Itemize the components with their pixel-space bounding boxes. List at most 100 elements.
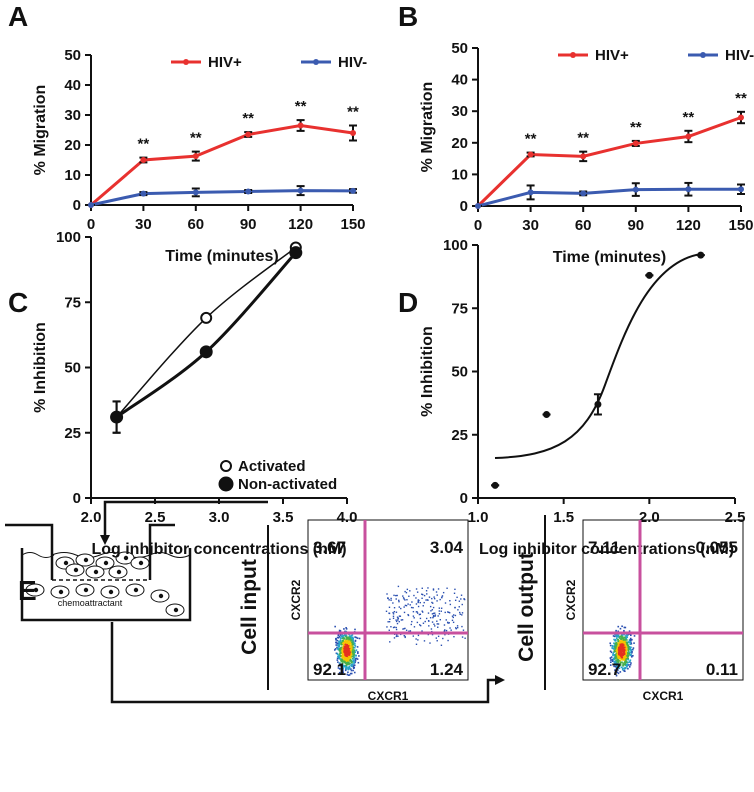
flow-dot xyxy=(419,624,422,627)
flow-dot xyxy=(620,652,622,655)
flow-dot xyxy=(341,653,344,656)
flow-dot xyxy=(349,639,352,641)
flow-dot xyxy=(618,657,621,659)
flow-dot xyxy=(617,642,620,644)
flow-dot xyxy=(625,645,627,648)
flow-dot xyxy=(407,614,410,617)
flow-dot xyxy=(621,653,624,656)
flow-dot xyxy=(404,636,406,639)
flow-dot xyxy=(342,654,344,657)
flow-dot xyxy=(612,657,615,660)
flow-dot xyxy=(338,644,341,647)
flow-dot xyxy=(624,670,626,673)
flow-dot xyxy=(403,606,405,608)
flow-dot xyxy=(436,640,438,642)
flow-dot xyxy=(350,656,352,659)
flow-dot xyxy=(615,667,618,670)
flow-dot xyxy=(461,625,463,628)
flow-dot xyxy=(411,601,413,603)
flow-dot xyxy=(426,593,428,595)
x-tick-label: 60 xyxy=(575,217,592,234)
flow-dot xyxy=(402,595,404,597)
y-tick-label: 0 xyxy=(460,198,468,215)
flow-dot xyxy=(421,587,423,589)
flow-dot xyxy=(627,648,630,651)
flow-dot xyxy=(622,647,625,650)
flow-dot xyxy=(623,649,626,651)
flow-dot xyxy=(619,664,622,667)
flow-dot xyxy=(626,643,628,645)
flow-y-label: CXCR2 xyxy=(564,579,578,620)
flow-dot xyxy=(344,654,346,656)
flow-dot xyxy=(344,662,347,665)
flow-dot xyxy=(621,634,623,636)
point xyxy=(140,157,147,163)
flow-dot xyxy=(395,620,398,623)
flow-dot xyxy=(395,619,397,621)
flow-dot xyxy=(418,624,421,626)
flow-dot xyxy=(401,619,404,621)
point xyxy=(543,411,551,419)
flow-dot xyxy=(461,603,463,606)
flow-dot xyxy=(621,650,624,653)
quadrant-value: 3.04 xyxy=(430,538,464,557)
line xyxy=(476,116,742,208)
flow-dot xyxy=(398,600,400,603)
flow-dot xyxy=(340,637,342,639)
flow-dot xyxy=(443,624,446,626)
flow-dot xyxy=(618,635,621,638)
flow-dot xyxy=(395,611,398,613)
flow-dot xyxy=(624,643,627,645)
flow-dot xyxy=(461,636,464,638)
flow-dot xyxy=(616,650,618,653)
x-tick-label: 90 xyxy=(240,216,257,233)
flow-dot xyxy=(449,627,451,629)
flow-dot xyxy=(620,646,623,649)
flow-dot xyxy=(435,591,438,593)
flow-dot xyxy=(345,660,348,662)
flow-dot xyxy=(435,637,438,639)
flow-dot xyxy=(341,651,344,653)
flow-dot xyxy=(393,610,396,613)
flow-dot xyxy=(347,674,350,677)
flow-dot xyxy=(611,647,614,650)
x-tick-label: 1.0 xyxy=(468,509,489,526)
flow-dot xyxy=(615,655,617,657)
flow-dot xyxy=(351,664,354,666)
arrow-in xyxy=(100,500,268,545)
flow-dot xyxy=(395,635,398,638)
point xyxy=(738,186,744,193)
panel-letter: A xyxy=(8,1,28,32)
flow-dot xyxy=(630,662,632,664)
flow-dot xyxy=(428,620,430,622)
flow-dot xyxy=(358,637,361,640)
flow-dot xyxy=(419,617,422,620)
flow-dot xyxy=(417,639,419,641)
flow-dot xyxy=(340,641,342,644)
y-tick-label: 20 xyxy=(64,137,81,154)
flow-dot xyxy=(404,599,406,601)
flow-dot xyxy=(423,594,426,597)
flow-dot xyxy=(612,652,614,655)
flow-dot xyxy=(632,648,634,651)
flow-dot xyxy=(627,651,629,654)
flow-dot xyxy=(424,620,426,623)
flow-dot xyxy=(419,601,421,604)
flow-dot xyxy=(620,651,623,654)
flow-dot xyxy=(388,629,390,631)
flow-dot xyxy=(344,659,347,661)
flow-dot xyxy=(349,647,351,650)
flow-dot xyxy=(347,671,349,674)
flow-dot xyxy=(622,644,625,647)
flow-dot xyxy=(388,612,391,615)
flow-dot xyxy=(354,661,356,664)
flow-dot xyxy=(425,599,427,601)
flow-dot xyxy=(399,615,402,617)
flow-dot xyxy=(620,643,622,646)
flow-dot xyxy=(431,601,433,604)
flow-dot xyxy=(352,643,355,646)
flow-dot xyxy=(431,613,434,615)
flow-dot xyxy=(343,658,345,661)
flow-dot xyxy=(351,636,354,639)
nucleus xyxy=(158,593,164,599)
